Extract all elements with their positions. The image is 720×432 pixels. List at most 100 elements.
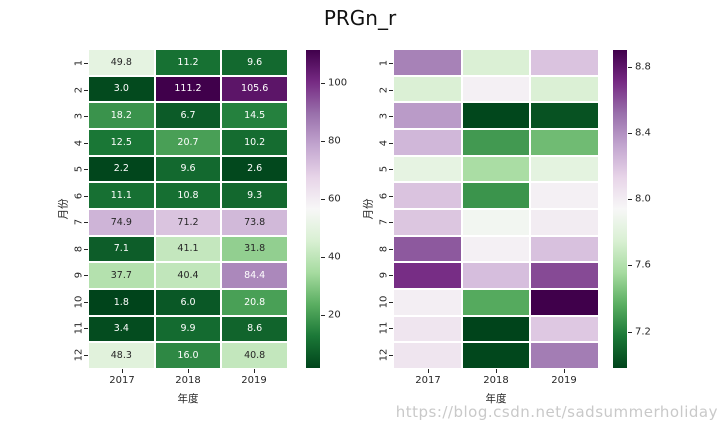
heatmap-cell: 18.2 — [89, 103, 154, 128]
heatmap-cell — [394, 76, 461, 102]
heatmap-cell: 3.4 — [89, 316, 154, 342]
heatmap-cell — [394, 236, 461, 262]
colorbar-tick-label: 40 — [328, 251, 341, 263]
heatmap-cell: 9.6 — [222, 50, 287, 75]
x-tick-mark — [254, 369, 255, 373]
colorbar-tick-label: 8.0 — [635, 193, 651, 205]
colorbar-tick-mark — [628, 132, 632, 134]
y-tick-mark — [389, 63, 393, 65]
heatmap-cell: 41.1 — [155, 236, 221, 262]
heatmap-cell — [462, 156, 530, 182]
x-axis-label: 年度 — [485, 393, 507, 405]
heatmap-cell: 84.4 — [222, 263, 287, 288]
y-tick-mark — [389, 169, 393, 171]
y-tick-label: 1 — [378, 60, 390, 67]
heatmap-cell — [531, 289, 598, 315]
y-tick-mark — [84, 354, 88, 356]
heatmap-cell: 20.7 — [155, 129, 221, 155]
y-tick-label: 7 — [378, 219, 390, 226]
colorbar-gradient — [613, 50, 627, 368]
heatmap-cell: 14.5 — [222, 103, 287, 128]
x-tick-label: 2018 — [483, 375, 509, 386]
heatmap-cell — [462, 183, 530, 208]
colorbar-tick-label: 20 — [328, 309, 341, 321]
heatmap-cell — [462, 289, 530, 315]
heatmap-cell: 71.2 — [155, 209, 221, 235]
x-tick-label: 2017 — [415, 375, 441, 386]
heatmap-cell: 6.0 — [155, 289, 221, 315]
heatmap-cell: 105.6 — [222, 76, 287, 102]
heatmap-cell: 74.9 — [89, 209, 154, 235]
heatmap-cell — [462, 103, 530, 128]
y-tick-mark — [389, 89, 393, 91]
colorbar-tick-mark — [321, 256, 325, 258]
heatmap-cell — [531, 129, 598, 155]
heatmap-cell — [394, 103, 461, 128]
x-tick-mark — [188, 369, 189, 373]
x-tick-label: 2018 — [175, 375, 201, 386]
heatmap-cell — [531, 236, 598, 262]
y-tick-mark — [389, 328, 393, 330]
heatmap-cell — [462, 343, 530, 368]
heatmap-cell: 40.4 — [155, 263, 221, 288]
y-tick-label: 11 — [378, 321, 390, 335]
heatmap-cell — [394, 156, 461, 182]
y-tick-mark — [389, 301, 393, 303]
y-axis-label: 月份 — [362, 198, 375, 220]
colorbar-tick-mark — [321, 82, 325, 84]
colorbar-tick-mark — [628, 199, 632, 201]
heatmap-cell: 3.0 — [89, 76, 154, 102]
heatmap-cell — [531, 209, 598, 235]
heatmap-cell: 11.1 — [89, 183, 154, 208]
heatmap-cell: 16.0 — [155, 343, 221, 368]
heatmap-cell: 20.8 — [222, 289, 287, 315]
colorbar — [306, 50, 320, 368]
heatmap-grid: 49.8 11.2 9.6 3.0 111.2 105.6 18.2 6.7 14.5 12.5 2… — [89, 50, 287, 368]
y-tick-mark — [84, 275, 88, 277]
heatmap-cell: 2.6 — [222, 156, 287, 182]
y-tick-mark — [389, 195, 393, 197]
colorbar — [613, 50, 627, 368]
x-tick-mark — [564, 369, 565, 373]
heatmap-cell: 37.7 — [89, 263, 154, 288]
heatmap-cell — [531, 343, 598, 368]
heatmap-cell — [531, 183, 598, 208]
heatmap-cell — [462, 316, 530, 342]
y-tick-label: 12 — [378, 348, 390, 362]
x-tick-label: 2019 — [241, 375, 267, 386]
heatmap-cell: 9.6 — [155, 156, 221, 182]
heatmap-cell: 12.5 — [89, 129, 154, 155]
x-tick-mark — [122, 369, 123, 373]
colorbar-tick-label: 8.8 — [635, 61, 651, 73]
heatmap-cell: 49.8 — [89, 50, 154, 75]
heatmap-grid — [394, 50, 598, 368]
y-tick-mark — [84, 89, 88, 91]
colorbar-tick-label: 80 — [328, 135, 341, 147]
colorbar-tick-mark — [628, 331, 632, 333]
heatmap-cell — [394, 183, 461, 208]
colorbar-tick-label: 60 — [328, 193, 341, 205]
heatmap-cell — [394, 343, 461, 368]
heatmap-cell — [394, 263, 461, 288]
heatmap-cell — [531, 103, 598, 128]
heatmap-cell: 111.2 — [155, 76, 221, 102]
heatmap-cell — [462, 236, 530, 262]
colorbar-tick-mark — [321, 198, 325, 200]
heatmap-cell: 1.8 — [89, 289, 154, 315]
heatmap-cell: 11.2 — [155, 50, 221, 75]
x-tick-label: 2017 — [109, 375, 135, 386]
heatmap-cell — [531, 263, 598, 288]
y-tick-label: 2 — [378, 86, 390, 93]
y-tick-mark — [84, 222, 88, 224]
colorbar-tick-mark — [321, 140, 325, 142]
y-tick-label: 3 — [378, 113, 390, 120]
y-tick-label: 4 — [378, 139, 390, 146]
heatmap-cell — [531, 50, 598, 75]
x-tick-mark — [428, 369, 429, 373]
colorbar-tick-label: 8.4 — [635, 127, 651, 139]
heatmap-cell: 7.1 — [89, 236, 154, 262]
heatmap-cell: 2.2 — [89, 156, 154, 182]
y-tick-label: 9 — [378, 272, 390, 279]
